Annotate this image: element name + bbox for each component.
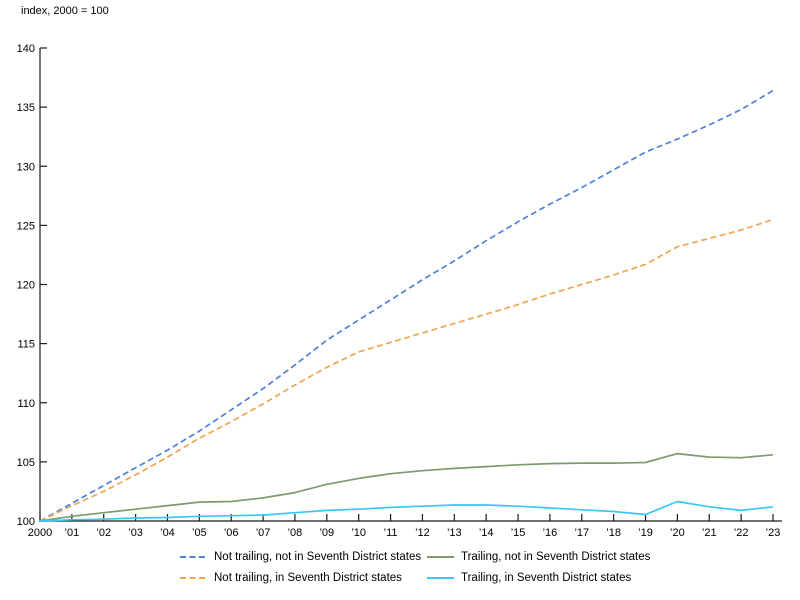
x-tick-label: ’20 (670, 527, 685, 539)
legend-label: Not trailing, not in Seventh District st… (214, 551, 422, 563)
legend-item-1: Not trailing, in Seventh District states (180, 571, 402, 585)
y-tick-label: 105 (17, 457, 35, 469)
y-tick-label: 110 (17, 398, 35, 410)
legend-item-3: Trailing, in Seventh District states (427, 571, 631, 585)
x-tick-label: ’09 (319, 527, 334, 539)
legend-item-0: Not trailing, not in Seventh District st… (180, 550, 421, 564)
y-tick-label: 100 (17, 516, 35, 528)
x-tick-label: ’22 (734, 527, 749, 539)
y-tick-label: 125 (17, 220, 35, 232)
x-tick-label: ’13 (447, 527, 462, 539)
series-line-0 (39, 89, 774, 522)
x-tick-label: ’05 (192, 527, 207, 539)
y-tick-label: 130 (17, 161, 35, 173)
x-tick-label: ’18 (606, 527, 621, 539)
x-tick-label: ’02 (96, 527, 111, 539)
x-tick-label: ’03 (128, 527, 143, 539)
line-plot: 100 105 110 115 120 125 130 135 140 2000 ’01 ’02 ’03… (17, 43, 782, 539)
x-tick-label: ’21 (702, 527, 717, 539)
x-tick-label: ’01 (65, 527, 80, 539)
x-tick-label: 2000 (28, 527, 52, 539)
x-tick-label: ’11 (384, 527, 398, 539)
x-tick-label: ’19 (638, 527, 653, 539)
legend-swatch-dashed-line-icon (180, 577, 207, 579)
y-tick-label: 140 (17, 43, 35, 55)
x-tick-label: ’07 (256, 527, 271, 539)
y-tick-label: 115 (17, 339, 35, 351)
x-tick-label: ’15 (511, 527, 526, 539)
legend-swatch-solid-line-icon (427, 556, 454, 558)
x-tick-label: ’12 (415, 527, 430, 539)
series-line-3 (39, 500, 774, 522)
series-line-1 (39, 218, 774, 522)
legend-swatch-solid-line-icon (427, 577, 454, 579)
series-line-2 (39, 452, 774, 522)
legend-label: Trailing, in Seventh District states (461, 572, 632, 584)
x-tick-label: ’08 (288, 527, 303, 539)
y-tick-label: 135 (17, 102, 35, 114)
x-tick-label: ’10 (351, 527, 366, 539)
legend-label: Not trailing, in Seventh District states (214, 572, 402, 584)
legend-swatch-dashed-line-icon (180, 556, 207, 558)
y-tick-label: 120 (17, 280, 35, 292)
x-tick-label: ’17 (574, 527, 589, 539)
legend-item-2: Trailing, not in Seventh District states (427, 550, 650, 564)
legend-label: Trailing, not in Seventh District states (461, 551, 651, 563)
x-tick-label: ’14 (479, 527, 494, 539)
x-tick-label: ’06 (224, 527, 239, 539)
y-axis-unit-label: index, 2000 = 100 (21, 5, 109, 17)
x-tick-label: ’23 (766, 527, 781, 539)
x-tick-label: ’04 (160, 527, 175, 539)
x-tick-label: ’16 (543, 527, 558, 539)
